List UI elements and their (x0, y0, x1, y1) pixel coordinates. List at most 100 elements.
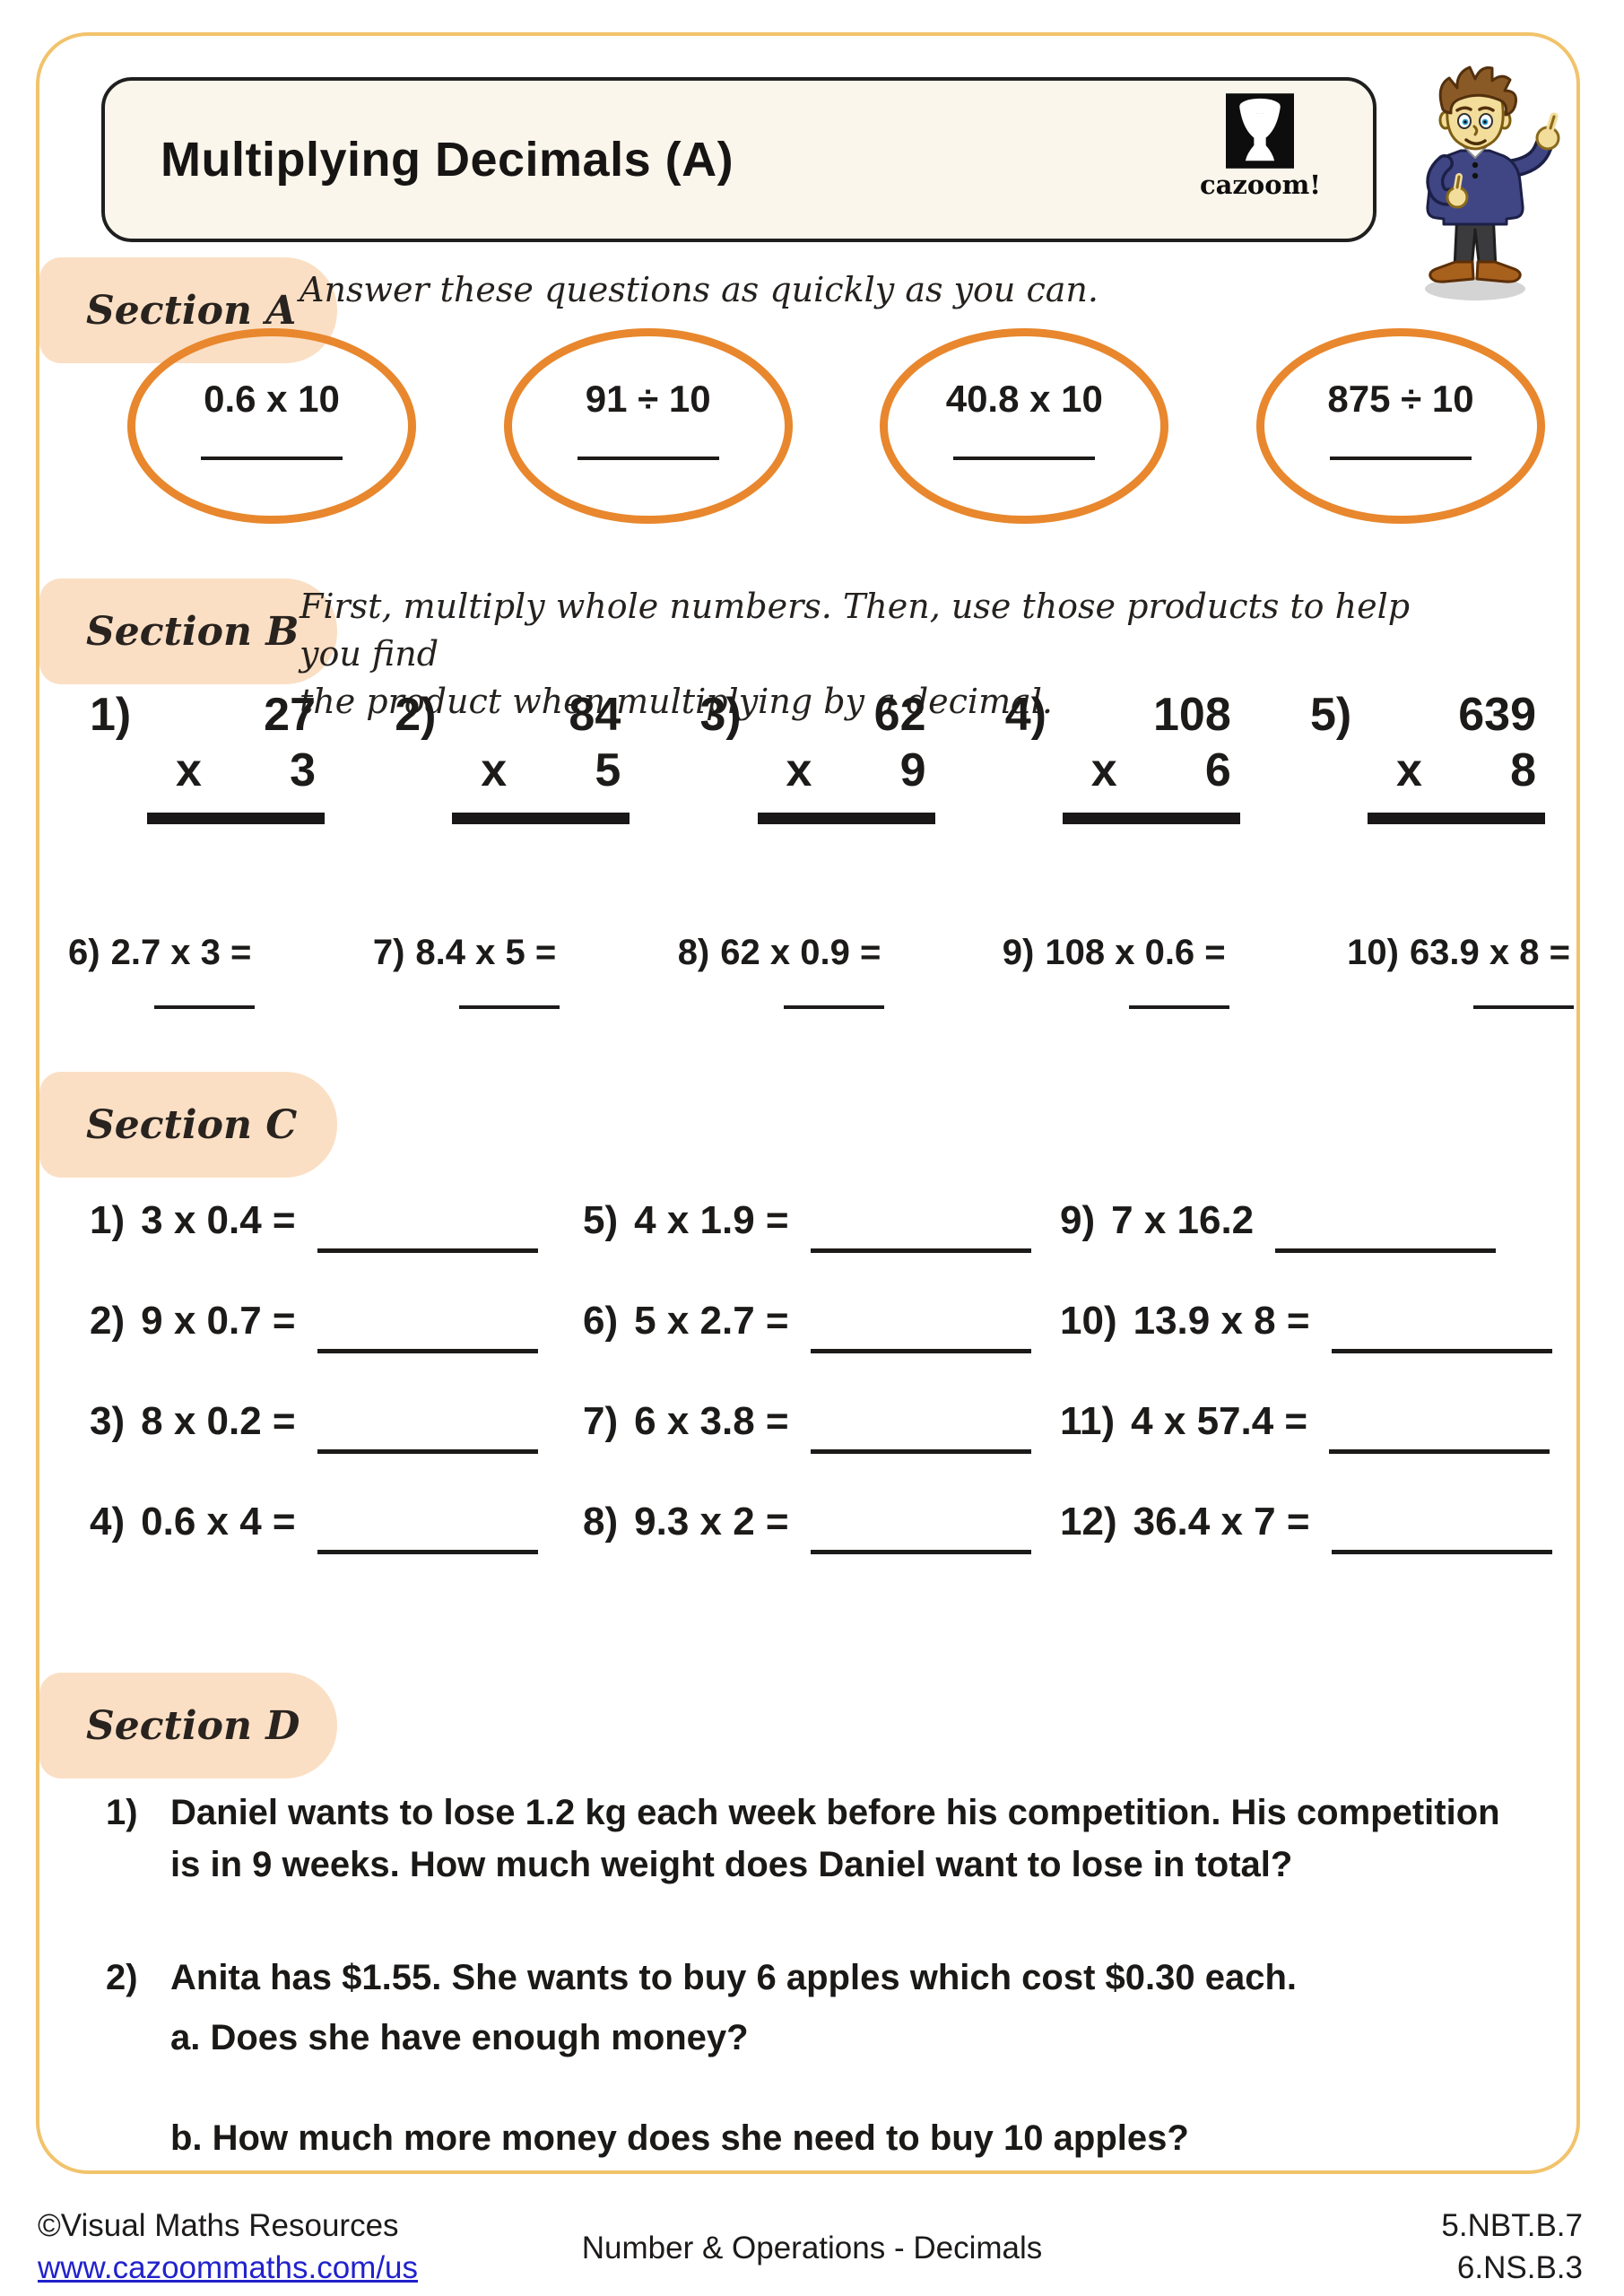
c-problem: 7) 6 x 3.8 = (583, 1399, 1060, 1454)
boy-mascot-icon (1425, 65, 1560, 300)
cazoom-logo-text: cazoom! (1199, 170, 1321, 200)
problem-number: 10) (1060, 1299, 1117, 1343)
multiplier: 3 (290, 744, 316, 796)
inline-problem-text: 8) 62 x 0.9 = (678, 933, 881, 973)
problem-number: 4) (90, 1500, 126, 1544)
inline-problem-text: 9) 108 x 0.6 = (1003, 933, 1226, 973)
answer-bar (452, 812, 630, 824)
multiplier: 5 (595, 744, 621, 796)
inline-problem-text: 6) 2.7 x 3 = (68, 933, 251, 973)
answer-line (577, 457, 719, 460)
oval-problem: 40.8 x 10 (880, 328, 1169, 524)
multiplier-row: x 3 (147, 744, 325, 798)
footer-url-link[interactable]: www.cazoommaths.com/us (38, 2250, 419, 2286)
vertical-problem: 4) 108 x 6 (1005, 689, 1240, 824)
problem-number: 1) (90, 1198, 126, 1242)
vertical-problems-row: 1) 27 x 3 2) 84 x 5 3) (0, 689, 1624, 824)
multiplicand: 639 (1458, 689, 1536, 741)
title-box: Multiplying Decimals (A) cazoom! (101, 77, 1376, 242)
answer-line (1329, 457, 1472, 460)
section-b-pill: Section B (39, 578, 337, 684)
oval-problem: 0.6 x 10 (127, 328, 416, 524)
vertical-problem-column: 27 x 3 (147, 689, 325, 824)
c-problem: 4) 0.6 x 4 = (90, 1500, 583, 1554)
vertical-problem-column: 639 x 8 (1368, 689, 1545, 824)
problem-number: 8) (583, 1500, 619, 1544)
answer-line (1329, 1449, 1550, 1454)
answer-line (1472, 1005, 1574, 1009)
answer-line (459, 1005, 560, 1009)
c-problem: 8) 9.3 x 2 = (583, 1500, 1060, 1554)
answer-line (784, 1005, 885, 1009)
problem-expression: 7 x 16.2 (1111, 1198, 1255, 1242)
problem-number: 3) (699, 689, 742, 741)
problem-expression: 5 x 2.7 = (634, 1299, 789, 1343)
answer-line (317, 1248, 538, 1253)
vertical-problem-column: 84 x 5 (452, 689, 630, 824)
answer-line (317, 1550, 538, 1554)
vertical-problem: 2) 84 x 5 (395, 689, 630, 824)
inline-problem: 10) 63.9 x 8 = (1347, 933, 1574, 1009)
c-problem: 11) 4 x 57.4 = (1060, 1399, 1552, 1454)
problem-number: 5) (583, 1198, 619, 1242)
answer-line (1331, 1349, 1552, 1353)
oval-expression: 875 ÷ 10 (1327, 378, 1474, 420)
multiply-sign: x (176, 744, 202, 796)
problem-expression: 0.6 x 4 = (141, 1500, 296, 1544)
section-c-grid: 1) 3 x 0.4 = 5) 4 x 1.9 = 9) 7 x 16.2 2) 9 x… (90, 1198, 1552, 1554)
multiplier-row: x 8 (1368, 744, 1545, 798)
problem-expression: 36.4 x 7 = (1133, 1500, 1310, 1544)
answer-line (154, 1005, 256, 1009)
answer-line (201, 457, 343, 460)
footer-left: ©Visual Maths Resources www.cazoommaths.… (38, 2205, 418, 2290)
oval-problem: 875 ÷ 10 (1255, 328, 1545, 524)
problem-expression: 2.7 x 3 = (110, 933, 252, 972)
word-problem-2-text: Anita has $1.55. She wants to buy 6 appl… (170, 1958, 1298, 1997)
oval-expression: 40.8 x 10 (945, 378, 1103, 420)
problem-number: 7) (372, 933, 405, 972)
multiplier: 6 (1204, 744, 1231, 796)
multiplier-row: x 5 (452, 744, 630, 798)
problem-number: 7) (583, 1399, 619, 1443)
oval-expression: 91 ÷ 10 (585, 378, 711, 420)
answer-line (810, 1550, 1031, 1554)
c-problem: 3) 8 x 0.2 = (90, 1399, 583, 1454)
answer-line (317, 1349, 538, 1353)
section-b-instruction-line1: First, multiply whole numbers. Then, use… (300, 587, 1411, 674)
answer-bar (147, 812, 325, 824)
vertical-problem: 5) 639 x 8 (1310, 689, 1545, 824)
c-problem: 6) 5 x 2.7 = (583, 1299, 1060, 1353)
section-d-pill: Section D (39, 1673, 337, 1779)
word-problem-2b-text: b. How much more money does she need to … (170, 2118, 1189, 2158)
problem-number: 2) (395, 689, 437, 741)
answer-line (810, 1349, 1031, 1353)
page-border-frame (36, 32, 1580, 2174)
problem-number: 1) (106, 1793, 138, 1832)
word-problem-2: 2) Anita has $1.55. She wants to buy 6 a… (106, 1952, 1532, 2004)
inline-problem: 6) 2.7 x 3 = (68, 933, 256, 1009)
section-c-label: Section C (86, 1101, 298, 1148)
section-a-label: Section A (86, 287, 297, 334)
c-problem: 1) 3 x 0.4 = (90, 1198, 583, 1253)
problem-number: 11) (1060, 1399, 1116, 1443)
problem-number: 5) (1310, 689, 1352, 741)
problem-number: 3) (90, 1399, 126, 1443)
problem-expression: 13.9 x 8 = (1133, 1299, 1310, 1343)
oval-problem: 91 ÷ 10 (503, 328, 793, 524)
problem-expression: 9.3 x 2 = (634, 1500, 789, 1544)
section-c-pill: Section C (39, 1072, 337, 1178)
section-a-instruction: Answer these questions as quickly as you… (300, 270, 1099, 309)
multiply-sign: x (1396, 744, 1422, 796)
problem-number: 2) (106, 1958, 138, 1997)
inline-problem: 9) 108 x 0.6 = (1003, 933, 1229, 1009)
answer-line (953, 457, 1096, 460)
cazoom-goblet-icon (1226, 93, 1295, 169)
problem-number: 9) (1060, 1198, 1096, 1242)
multiplicand: 84 (569, 689, 621, 741)
vertical-problem: 1) 27 x 3 (90, 689, 325, 824)
footer-standards: 5.NBT.B.7 6.NS.B.3 (1441, 2205, 1583, 2290)
problem-expression: 108 x 0.6 = (1045, 933, 1226, 972)
inline-problem-text: 10) 63.9 x 8 = (1347, 933, 1570, 973)
problem-expression: 4 x 57.4 = (1131, 1399, 1308, 1443)
